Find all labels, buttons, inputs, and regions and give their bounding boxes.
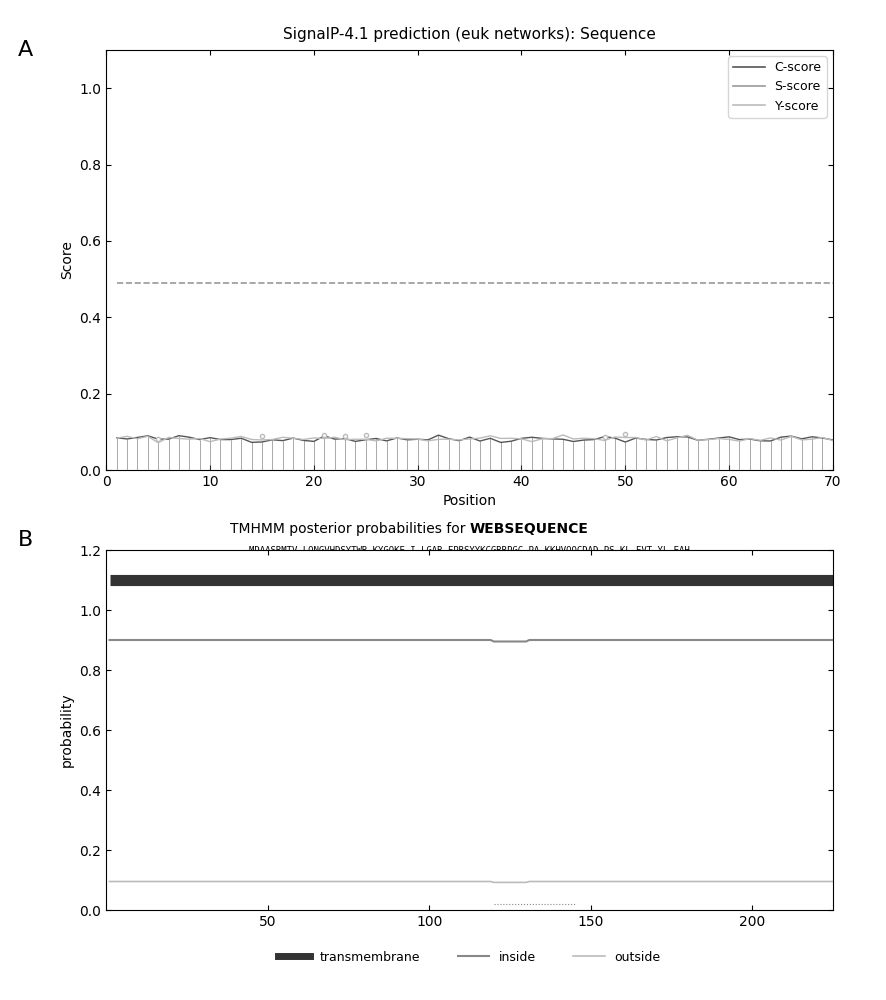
X-axis label: Position: Position (443, 494, 496, 508)
transmembrane (105, 574, 115, 586)
inside (688, 634, 699, 646)
Y-score (423, 435, 433, 447)
inside (253, 634, 263, 646)
Y-score (339, 434, 350, 446)
Y-score (288, 432, 299, 444)
inside (682, 634, 693, 646)
Y-score (112, 432, 122, 444)
transmembrane (708, 574, 719, 586)
Line: C-score: C-score (117, 435, 833, 442)
Text: TMHMM posterior probabilities for: TMHMM posterior probabilities for (229, 522, 470, 536)
inside (828, 634, 838, 646)
Y-axis label: Score: Score (60, 241, 74, 279)
C-score (412, 433, 423, 445)
transmembrane (253, 574, 263, 586)
inside (611, 634, 622, 646)
S-score (112, 277, 122, 289)
S-score (713, 277, 724, 289)
inside (488, 636, 499, 648)
Y-score (517, 433, 527, 445)
S-score (277, 277, 288, 289)
Text: MDAASRMTV LQNGVHDSYTWR KYGQKE I LGAR FPRSYYKCGRRPGC PA KKHVQQCDAD PS KL EVT YL E: MDAASRMTV LQNGVHDSYTWR KYGQKE I LGAR FPR… (249, 546, 690, 555)
Y-score (153, 437, 164, 449)
Text: A: A (18, 40, 33, 60)
C-score (526, 431, 537, 443)
S-score (506, 277, 517, 289)
Title: SignalP-4.1 prediction (euk networks): Sequence: SignalP-4.1 prediction (euk networks): S… (284, 27, 656, 42)
S-score (299, 277, 309, 289)
Legend: transmembrane, inside, outside: transmembrane, inside, outside (273, 946, 666, 969)
C-score (495, 436, 506, 448)
Y-score (215, 433, 226, 445)
C-score (330, 433, 340, 445)
transmembrane (679, 574, 689, 586)
inside (305, 634, 315, 646)
S-score (828, 277, 838, 289)
inside (105, 634, 115, 646)
S-score (724, 277, 734, 289)
C-score (277, 435, 288, 447)
Y-score (744, 433, 755, 445)
C-score (433, 429, 444, 441)
Title: TMHMM posterior probabilities for : TMHMM posterior probabilities for (0, 999, 1, 1000)
Legend: C-score, S-score, Y-score: C-score, S-score, Y-score (728, 56, 827, 118)
Text: B: B (18, 530, 33, 550)
Line: inside: inside (110, 640, 833, 642)
C-score (112, 432, 122, 444)
Y-score (828, 435, 838, 447)
Line: Y-score: Y-score (117, 435, 833, 443)
Y-axis label: probability: probability (60, 693, 74, 767)
transmembrane (686, 574, 696, 586)
transmembrane (608, 574, 618, 586)
C-score (744, 433, 755, 445)
Y-score (557, 429, 568, 441)
C-score (828, 434, 838, 446)
transmembrane (305, 574, 315, 586)
transmembrane (828, 574, 838, 586)
C-score (205, 432, 215, 444)
Text: WEBSEQUENCE: WEBSEQUENCE (470, 522, 588, 536)
S-score (330, 277, 340, 289)
inside (711, 634, 722, 646)
